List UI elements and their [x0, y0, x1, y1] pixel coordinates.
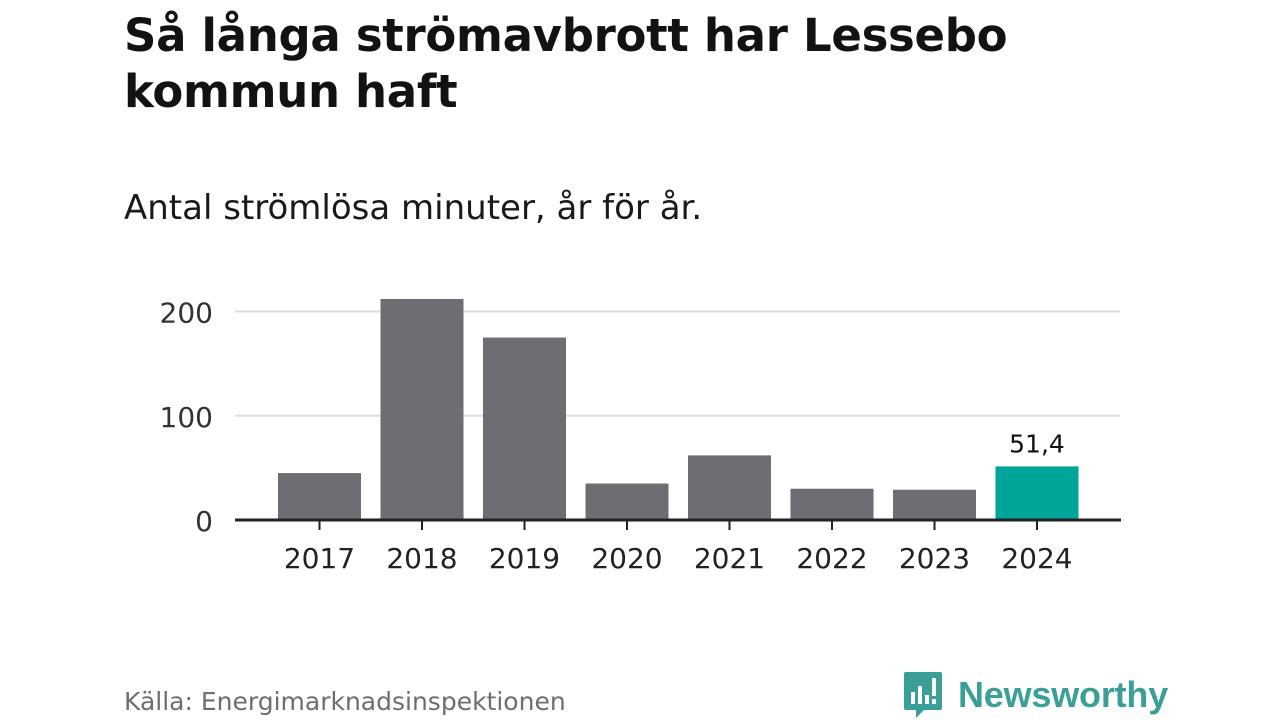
bar — [790, 488, 874, 520]
bar — [688, 455, 771, 520]
chart-subtitle: Antal strömlösa minuter, år för år. — [124, 188, 703, 228]
x-tick-label: 2022 — [796, 542, 867, 575]
bar — [380, 299, 464, 520]
brand-logo: Newsworthy — [902, 670, 1168, 720]
y-tick-label: 100 — [160, 401, 213, 434]
x-tick-label: 2020 — [591, 542, 662, 575]
x-tick-label: 2017 — [284, 542, 355, 575]
x-tick-label: 2018 — [386, 542, 457, 575]
y-tick-label: 0 — [195, 505, 213, 538]
bar — [278, 473, 361, 520]
y-tick-label: 200 — [160, 297, 213, 330]
chart-title: Så långa strömavbrott har Lessebo kommun… — [124, 9, 1008, 118]
brand-name: Newsworthy — [958, 674, 1169, 715]
x-tick-label: 2019 — [489, 542, 560, 575]
bar-highlight — [995, 466, 1079, 520]
data-label: 51,4 — [1009, 429, 1065, 458]
x-tick-label: 2021 — [694, 542, 765, 575]
x-tick-label: 2024 — [1001, 542, 1072, 575]
source-note: Källa: Energimarknadsinspektionen — [124, 687, 566, 716]
bar — [483, 337, 566, 520]
bar — [893, 489, 976, 520]
bar — [585, 483, 669, 520]
newsworthy-logo-icon — [904, 672, 942, 718]
x-tick-label: 2023 — [899, 542, 970, 575]
